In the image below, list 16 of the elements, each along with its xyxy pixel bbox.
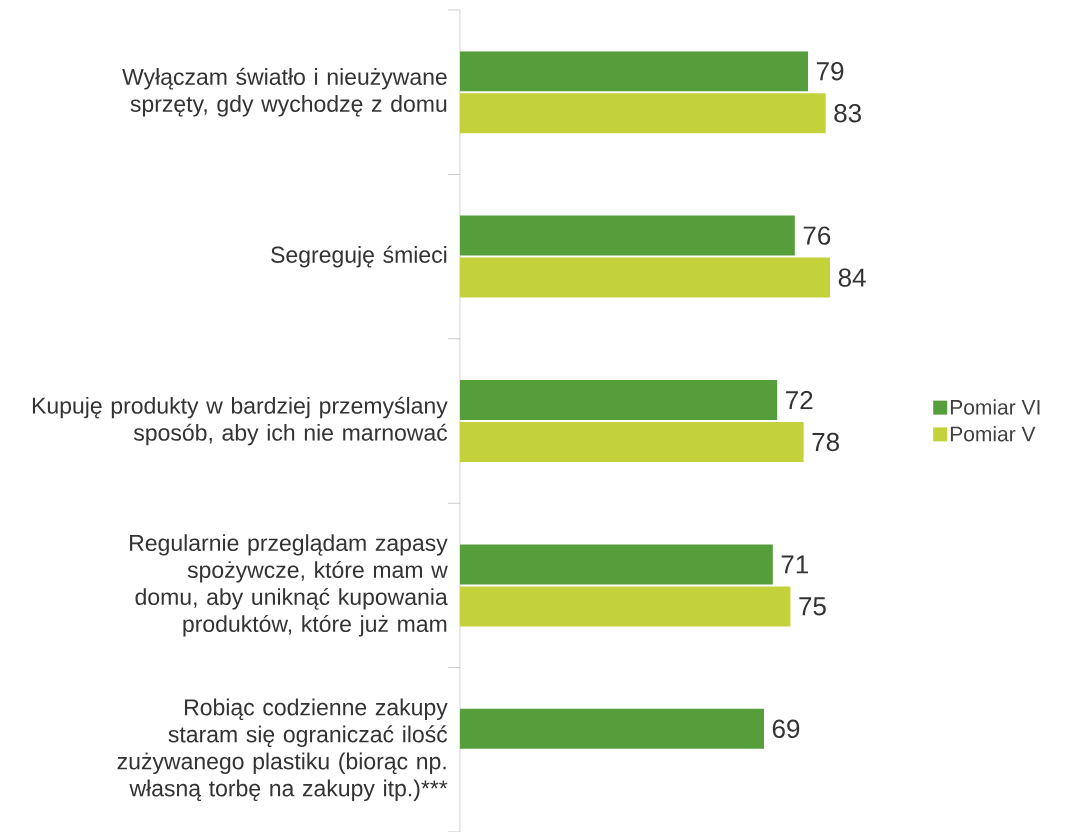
data-label: 69 [772, 719, 800, 739]
legend-label: Pomiar V [950, 426, 1036, 442]
y-tick-label: Robiąc codzienne zakupy staram się ograniczać ilość zużywanego plastiku (biorąc np. własną torbę na zakupy itp.)*** [117, 698, 448, 802]
data-label: 78 [812, 432, 839, 452]
y-tick-label: Segreguję śmieci [271, 245, 447, 268]
y-tick-label: Kupuję produkty w bardziej przemyślany sposób, aby ich nie marnować [32, 396, 448, 446]
data-label: 76 [803, 226, 831, 245]
data-label: 79 [816, 61, 844, 81]
data-label: 75 [799, 597, 826, 616]
data-label: 83 [834, 103, 861, 123]
data-label: 72 [786, 390, 813, 410]
legend-label: Pomiar VI [950, 399, 1040, 415]
y-tick-label: Wyłączam światło i nieużywane sprzęty, gdy wychodzę z domu [122, 67, 447, 117]
data-label: 71 [781, 555, 808, 574]
data-label: 84 [838, 268, 866, 287]
y-tick-label: Regularnie przeglądam zapasy spożywcze, które mam w domu, aby uniknąć kupowania produktów, które już mam [130, 534, 448, 637]
